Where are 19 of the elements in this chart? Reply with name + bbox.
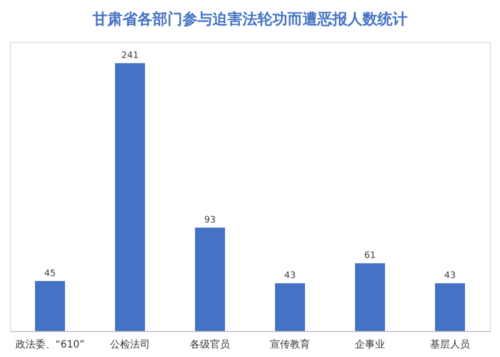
x-tick-label: 企事业 bbox=[355, 338, 385, 350]
bar bbox=[275, 283, 305, 331]
x-tick-label: 宣传教育 bbox=[270, 338, 310, 350]
x-tick-label: 各级官员 bbox=[190, 338, 230, 350]
bar bbox=[355, 263, 385, 331]
x-tick-label: 政法委、“610” bbox=[15, 338, 85, 350]
data-label: 61 bbox=[364, 251, 376, 262]
bar bbox=[35, 280, 65, 331]
data-label: 43 bbox=[284, 271, 296, 282]
data-label: 241 bbox=[121, 51, 139, 62]
chart-title: 甘肃省各部门参与迫害法轮功而遭恶报人数统计 bbox=[92, 10, 408, 28]
data-label: 93 bbox=[204, 216, 216, 226]
bar bbox=[195, 228, 225, 331]
bar bbox=[435, 283, 465, 331]
x-tick-label: 基层人员 bbox=[430, 338, 470, 350]
data-label: 45 bbox=[44, 268, 56, 279]
bar bbox=[115, 63, 145, 331]
data-label: 43 bbox=[444, 271, 456, 282]
x-tick-label: 公检法司 bbox=[110, 338, 150, 350]
